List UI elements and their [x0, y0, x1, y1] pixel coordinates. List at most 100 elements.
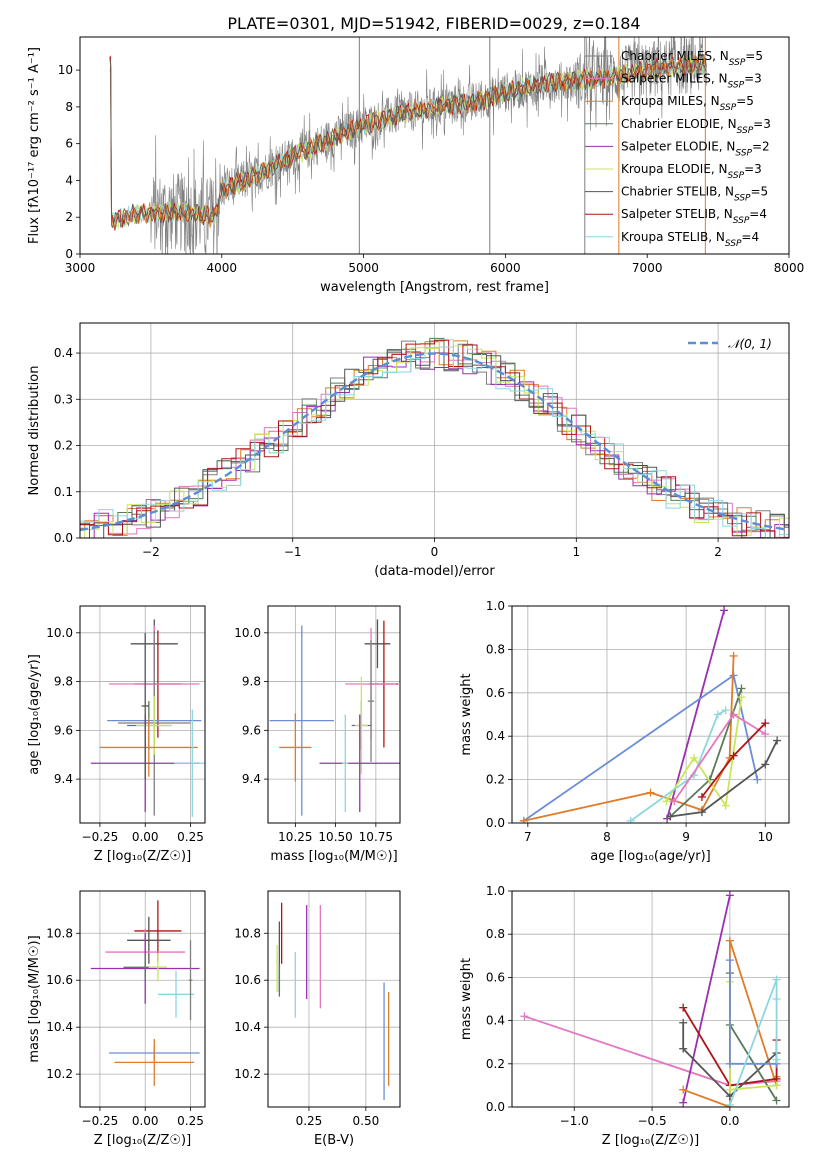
panel-spectrum: 3000 4000 5000 6000 7000 8000 0 2 4 6 8 10 wavelengt… [27, 36, 805, 295]
x-tick-label: −0.5 [637, 1114, 666, 1128]
x-tick-label: −1.0 [560, 1114, 589, 1128]
plot-area-mass_age [269, 619, 400, 816]
y-axis-label: Flux [fλ10⁻¹⁷ erg cm⁻² s⁻¹ A⁻¹] [27, 47, 42, 244]
axes-frame [267, 605, 401, 824]
series-marker [772, 1055, 781, 1064]
y-tick-label: 2 [65, 210, 73, 224]
y-tick-label: 0.8 [486, 642, 505, 656]
errorbar-point [99, 718, 198, 777]
y-tick-label: 10.8 [46, 926, 73, 940]
legend-entry: Chabrier STELIB, NSSP=5 [621, 185, 768, 204]
y-tick-label: 10.8 [234, 926, 261, 940]
y-tick-label: 9.8 [54, 675, 73, 689]
y-tick-label: 10.4 [46, 1020, 73, 1034]
series-marker [646, 788, 655, 797]
x-tick-label: 0.00 [132, 830, 159, 844]
histogram-chab_stelib [80, 350, 789, 538]
x-tick-label: 7 [524, 830, 532, 844]
y-tick-label: 10.2 [46, 1067, 73, 1081]
y-axis-label: Normed distribution [27, 366, 42, 496]
y-tick-label: 1.0 [486, 599, 505, 613]
plot-area-z_weight [520, 891, 781, 1107]
y-tick-label: 4 [65, 173, 73, 187]
data-spectrum-line [109, 37, 707, 254]
series-marker [761, 760, 770, 769]
series-marker [729, 751, 738, 760]
x-tick-label: 0.00 [132, 1114, 159, 1128]
panel-z_age: −0.25 0.00 0.25 9.4 9.6 9.8 10.0 Z [log₁₀(Z/Z☉)… [27, 605, 206, 864]
errorbar-point [174, 709, 205, 817]
x-tick-label: 10 [758, 830, 773, 844]
series-marker [679, 1044, 688, 1053]
y-tick-label: 8 [65, 100, 73, 114]
plot-area-spectrum [109, 37, 707, 254]
series-marker [626, 816, 635, 823]
y-tick-label: 0.2 [486, 773, 505, 787]
series-marker [772, 1081, 781, 1090]
errorbar-point [319, 714, 400, 813]
y-tick-label: 0.0 [54, 531, 73, 545]
x-tick-label: 0.25 [177, 1114, 204, 1128]
plot-area-ebv_mass [276, 902, 390, 1100]
series-marker [662, 797, 671, 806]
x-tick-label: 8000 [774, 261, 805, 275]
y-tick-label: 0.4 [486, 729, 505, 743]
series-line [665, 696, 743, 809]
series-marker [666, 812, 675, 821]
x-tick-label: 7000 [632, 261, 663, 275]
x-tick-label: 0.0 [720, 1114, 739, 1128]
x-tick-label: 3000 [65, 261, 96, 275]
y-tick-label: 10.4 [234, 1020, 261, 1034]
axes-frame [511, 605, 790, 824]
model-line-krou_stelib [109, 54, 707, 228]
series-marker [520, 1012, 529, 1021]
y-axis-label: mass weight [459, 673, 474, 755]
axes-frame [79, 890, 206, 1108]
x-tick-label: 10.75 [359, 830, 393, 844]
series-marker [725, 1100, 734, 1107]
errorbar-point [269, 625, 334, 816]
series-line [524, 1015, 777, 1087]
y-axis-label: mass [log₁₀(M/M☉)] [27, 935, 42, 1062]
y-tick-label: 0 [65, 247, 73, 261]
y-tick-label: 0.2 [54, 439, 73, 453]
errorbar-point [134, 900, 182, 962]
series-marker [772, 1096, 781, 1105]
axes-frame [79, 605, 206, 824]
errorbar-point [136, 696, 173, 755]
series-marker [690, 753, 699, 762]
errorbar-point [114, 1038, 195, 1086]
x-tick-label: 5000 [348, 261, 379, 275]
series-marker [729, 651, 738, 660]
x-axis-label: mass [log₁₀(M/M☉)] [270, 849, 397, 864]
panel-age_weight: 7 8 9 10 0.0 0.2 0.4 0.6 0.8 1.0 age [log₁₀(age/yr… [459, 599, 790, 864]
normal-curve [80, 352, 787, 532]
errorbar-point [157, 970, 195, 1018]
series-marker [772, 975, 781, 984]
legend-entry: 𝒩(0, 1) [728, 337, 772, 351]
x-tick-label: 6000 [490, 261, 521, 275]
series-marker [772, 995, 781, 1003]
y-tick-label: 6 [65, 137, 73, 151]
series-marker [773, 736, 782, 745]
series-marker [761, 730, 770, 739]
series-line [701, 722, 766, 798]
legend-entry: Kroupa STELIB, NSSP=4 [621, 230, 759, 249]
legend-entry: Salpeter MILES, NSSP=3 [621, 72, 762, 91]
y-tick-label: 10.0 [46, 626, 73, 640]
y-tick-label: 0.0 [486, 816, 505, 830]
x-tick-label: 4000 [207, 261, 238, 275]
legend-entry: Chabrier MILES, NSSP=5 [621, 49, 763, 68]
x-tick-label: 0.25 [296, 1114, 323, 1128]
figure-title: PLATE=0301, MJD=51942, FIBERID=0029, z=0… [227, 14, 640, 33]
x-tick-label: 1 [572, 545, 580, 559]
model-line-chab_stelib [109, 53, 707, 229]
series-marker [725, 1085, 734, 1094]
histogram-chab_miles [80, 340, 789, 538]
x-axis-label: Z [log₁₀(Z/Z☉)] [94, 1133, 191, 1148]
series-line [729, 979, 778, 1106]
x-tick-label: −1 [284, 545, 302, 559]
legend-entry: Salpeter STELIB, NSSP=4 [621, 207, 767, 226]
series-marker [737, 684, 746, 693]
